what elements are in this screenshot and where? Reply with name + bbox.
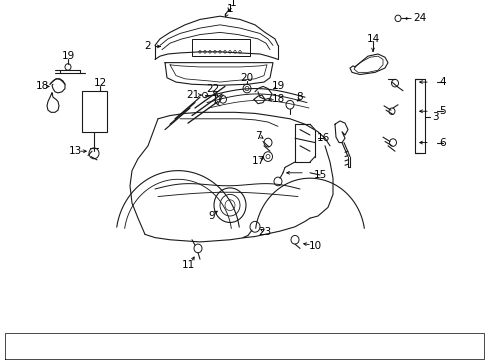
Text: 6: 6 [439, 138, 446, 148]
Text: 14: 14 [366, 34, 379, 44]
Bar [192, 39, 249, 56]
Text: 17: 17 [251, 156, 264, 166]
Text: 10: 10 [308, 241, 321, 251]
Text: 11: 11 [181, 260, 194, 270]
Text: 7: 7 [254, 131, 261, 141]
Text: 12: 12 [93, 78, 106, 88]
Bar [82, 91, 107, 132]
Text: 13: 13 [68, 146, 81, 156]
Text: 18: 18 [271, 94, 284, 104]
Text: 16: 16 [316, 133, 329, 143]
Text: 21: 21 [186, 90, 199, 100]
Text: ←: ← [404, 14, 411, 23]
Text: 19: 19 [271, 81, 284, 91]
Text: 19: 19 [61, 51, 75, 61]
Text: 8: 8 [296, 92, 303, 102]
Text: 15: 15 [313, 170, 326, 180]
Text: 9: 9 [208, 211, 215, 221]
Text: 24: 24 [412, 13, 426, 23]
Text: 5: 5 [439, 106, 446, 116]
Text: 3: 3 [431, 112, 437, 122]
Text: 20: 20 [240, 73, 253, 83]
Text: 18: 18 [35, 81, 48, 91]
Text: 4: 4 [439, 77, 446, 87]
Text: 1: 1 [226, 4, 233, 14]
Text: 2: 2 [144, 41, 151, 51]
Text: 23: 23 [258, 227, 271, 237]
Text: 22: 22 [206, 84, 219, 94]
Text: 1: 1 [229, 0, 236, 8]
